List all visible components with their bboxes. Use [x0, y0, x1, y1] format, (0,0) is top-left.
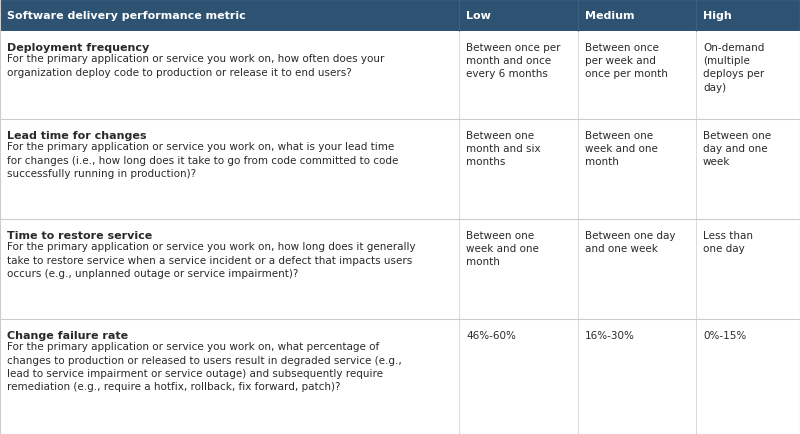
Text: For the primary application or service you work on, what is your lead time
for c: For the primary application or service y… — [7, 142, 398, 178]
Text: On-demand
(multiple
deploys per
day): On-demand (multiple deploys per day) — [703, 43, 764, 92]
Text: Between once per
month and once
every 6 months: Between once per month and once every 6 … — [466, 43, 561, 79]
Bar — [0, 32, 800, 120]
Text: Time to restore service: Time to restore service — [7, 230, 152, 240]
Text: Between one
week and one
month: Between one week and one month — [585, 131, 658, 167]
Text: Between one
week and one
month: Between one week and one month — [466, 230, 539, 267]
Text: Lead time for changes: Lead time for changes — [7, 131, 146, 141]
Text: Software delivery performance metric: Software delivery performance metric — [7, 11, 246, 21]
Text: High: High — [703, 11, 732, 21]
Text: Between one
day and one
week: Between one day and one week — [703, 131, 771, 167]
Text: Between one
month and six
months: Between one month and six months — [466, 131, 541, 167]
Text: 0%-15%: 0%-15% — [703, 330, 746, 340]
Text: For the primary application or service you work on, what percentage of
changes t: For the primary application or service y… — [7, 342, 402, 391]
Text: Less than
one day: Less than one day — [703, 230, 753, 253]
Text: For the primary application or service you work on, how long does it generally
t: For the primary application or service y… — [7, 242, 416, 278]
Text: Between one day
and one week: Between one day and one week — [585, 230, 675, 253]
Text: For the primary application or service you work on, how often does your
organiza: For the primary application or service y… — [7, 54, 384, 77]
Text: 46%-60%: 46%-60% — [466, 330, 516, 340]
Text: Change failure rate: Change failure rate — [7, 330, 128, 340]
Bar — [0, 120, 800, 220]
Text: 16%-30%: 16%-30% — [585, 330, 634, 340]
Bar — [0, 220, 800, 319]
Text: Medium: Medium — [585, 11, 634, 21]
Text: Between once
per week and
once per month: Between once per week and once per month — [585, 43, 667, 79]
Text: Low: Low — [466, 11, 491, 21]
Bar — [0, 319, 800, 434]
Text: Deployment frequency: Deployment frequency — [7, 43, 150, 53]
Bar — [0, 0, 800, 32]
